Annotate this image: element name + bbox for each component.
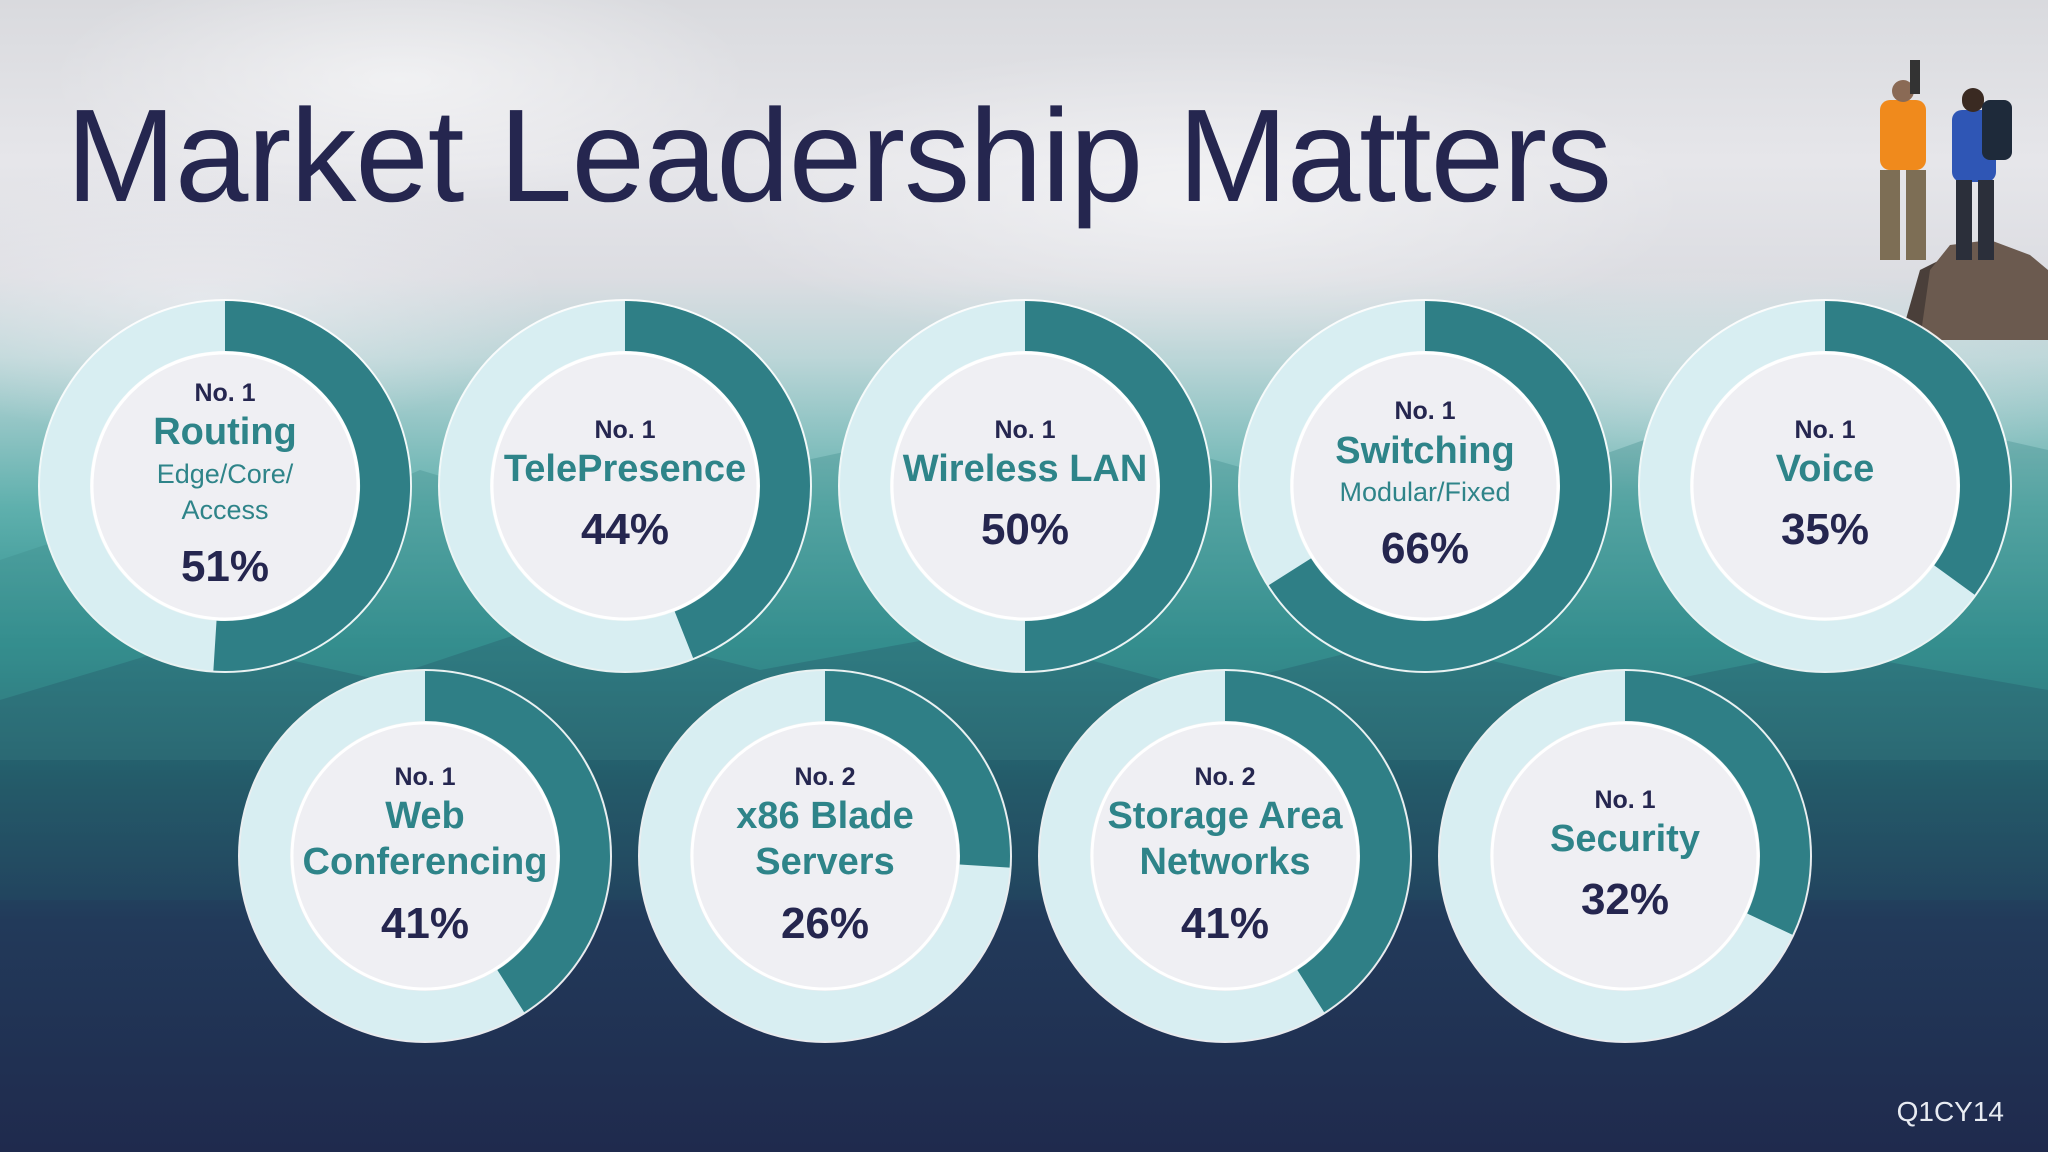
donut-svg	[1238, 299, 1612, 673]
donut-label: No. 1 Web Conferencing 41%	[290, 721, 560, 991]
donut-share-segment	[824, 671, 1010, 868]
share-value-label: 41%	[1180, 898, 1270, 948]
donut-chart: No. 1 Web Conferencing 41%	[236, 667, 614, 1045]
rank-label: No. 1	[394, 762, 456, 791]
page-title: Market Leadership Matters	[66, 82, 1612, 229]
donut-svg	[1038, 669, 1412, 1043]
share-value-label: 41%	[380, 898, 470, 948]
period-label: Q1CY14	[1896, 1096, 2004, 1127]
donut-chart: No. 1 Security 32%	[1436, 667, 1814, 1045]
donut-center	[690, 721, 960, 991]
donut-center	[1490, 721, 1760, 991]
share-value-label: 51%	[180, 542, 270, 592]
category-subtitle: Edge/Core/ Access	[156, 458, 294, 526]
donut-center	[1290, 351, 1560, 621]
share-value-label: 44%	[580, 505, 670, 555]
rank-label: No. 1	[994, 415, 1056, 444]
donut-share-segment	[1624, 671, 1810, 935]
donut-label: No. 2 Storage Area Networks 41%	[1090, 721, 1360, 991]
rank-label: No. 1	[1394, 397, 1456, 426]
category-label: Switching	[1335, 429, 1515, 472]
rank-label: No. 1	[1594, 785, 1656, 814]
donut-chart: No. 2 Storage Area Networks 41%	[1036, 667, 1414, 1045]
share-value-label: 35%	[1780, 505, 1870, 555]
donut-label: No. 1 Wireless LAN 50%	[890, 351, 1160, 621]
donut-share-segment	[1024, 301, 1210, 671]
category-label: Web Conferencing	[302, 794, 548, 884]
category-label: Voice	[1775, 448, 1875, 491]
donut-share-segment	[1268, 301, 1610, 671]
donut-label: No. 1 Switching Modular/Fixed 66%	[1290, 351, 1560, 621]
category-label: x86 Blade Servers	[736, 794, 914, 884]
donut-share-segment	[1824, 301, 2010, 595]
category-label: Routing	[153, 411, 297, 454]
category-label: Storage Area Networks	[1107, 794, 1343, 884]
category-subtitle: Modular/Fixed	[1339, 477, 1511, 508]
donut-svg	[1438, 669, 1812, 1043]
donut-center	[890, 351, 1160, 621]
share-value-label: 66%	[1380, 523, 1470, 573]
donut-label: No. 1 TelePresence 44%	[490, 351, 760, 621]
category-label: Wireless LAN	[902, 448, 1148, 491]
donut-center	[290, 721, 560, 991]
donut-share-segment	[424, 671, 610, 1013]
donut-chart: No. 1 TelePresence 44%	[436, 297, 814, 675]
donut-label: No. 1 Voice 35%	[1690, 351, 1960, 621]
donut-center	[90, 351, 360, 621]
share-value-label: 26%	[780, 898, 870, 948]
donut-chart: No. 1 Wireless LAN 50%	[836, 297, 1214, 675]
donut-center	[490, 351, 760, 621]
donut-label: No. 1 Security 32%	[1490, 721, 1760, 991]
donut-svg	[838, 299, 1212, 673]
donut-svg	[38, 299, 412, 673]
donut-svg	[238, 669, 612, 1043]
donut-svg	[1638, 299, 2012, 673]
rank-label: No. 2	[794, 762, 856, 791]
rank-label: No. 1	[194, 379, 256, 408]
donut-chart: No. 1 Switching Modular/Fixed 66%	[1236, 297, 1614, 675]
share-value-label: 50%	[980, 505, 1070, 555]
donut-share-segment	[213, 301, 411, 671]
donut-label: No. 1 Routing Edge/Core/ Access 51%	[90, 351, 360, 621]
donut-share-segment	[1224, 671, 1410, 1013]
donut-chart: No. 1 Voice 35%	[1636, 297, 2014, 675]
donut-chart: No. 1 Routing Edge/Core/ Access 51%	[36, 297, 414, 675]
hikers-photo	[1880, 60, 2048, 340]
share-value-label: 32%	[1580, 875, 1670, 925]
donut-label: No. 2 x86 Blade Servers 26%	[690, 721, 960, 991]
category-label: Security	[1550, 818, 1700, 861]
rank-label: No. 1	[1794, 415, 1856, 444]
donut-center	[1690, 351, 1960, 621]
rank-label: No. 2	[1194, 762, 1256, 791]
category-label: TelePresence	[503, 448, 747, 491]
donut-share-segment	[624, 301, 810, 658]
rank-label: No. 1	[594, 415, 656, 444]
donut-svg	[638, 669, 1012, 1043]
donut-svg	[438, 299, 812, 673]
donut-chart: No. 2 x86 Blade Servers 26%	[636, 667, 1014, 1045]
donut-center	[1090, 721, 1360, 991]
